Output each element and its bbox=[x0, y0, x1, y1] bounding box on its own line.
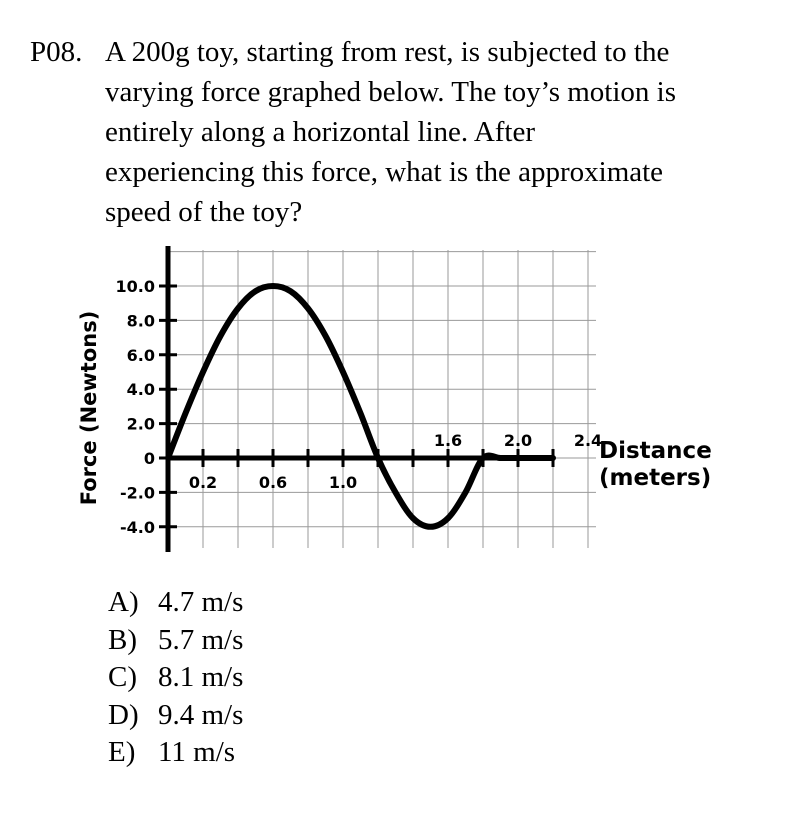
y-tick-label: 4.0 bbox=[127, 380, 155, 399]
x-tick-label: 0.2 bbox=[189, 473, 217, 492]
y-tick-label: 10.0 bbox=[116, 277, 155, 296]
choice-letter: C) bbox=[108, 661, 137, 693]
y-tick-label: 6.0 bbox=[127, 346, 155, 365]
x-tick-label: 2.4 bbox=[574, 431, 602, 450]
choice-letter: E) bbox=[108, 736, 136, 768]
y-tick-label: -2.0 bbox=[120, 483, 155, 502]
problem-number: P08. bbox=[30, 36, 83, 68]
answer-choices: A) 4.7 m/s B) 5.7 m/s C) 8.1 m/s D) 9.4 m/s … bbox=[108, 584, 243, 772]
x-tick-label: 1.0 bbox=[329, 473, 357, 492]
problem-line: varying force graphed below. The toy’s m… bbox=[105, 76, 677, 108]
choice-letter: D) bbox=[108, 698, 139, 731]
y-axis-label: Force (Newtons) bbox=[77, 311, 101, 506]
x-tick-label: 1.6 bbox=[434, 431, 462, 450]
answer-choice-d[interactable]: D) 9.4 m/s bbox=[108, 697, 243, 735]
problem-line: entirely along a horizontal line. After bbox=[105, 116, 536, 148]
x-axis-label-line: Distance bbox=[599, 438, 712, 464]
problem-line: A 200g toy, starting from rest, is subje… bbox=[105, 36, 670, 68]
answer-choice-b[interactable]: B) 5.7 m/s bbox=[108, 622, 243, 660]
answer-choice-a[interactable]: A) 4.7 m/s bbox=[108, 584, 243, 622]
x-axis-label-line: (meters) bbox=[599, 465, 711, 491]
problem-line: speed of the toy? bbox=[105, 196, 303, 228]
choice-text: 8.1 m/s bbox=[158, 661, 244, 693]
x-tick-label: 2.0 bbox=[504, 431, 532, 450]
y-tick-label: 2.0 bbox=[127, 415, 155, 434]
force-curve bbox=[165, 283, 556, 530]
x-tick-label: 0.6 bbox=[259, 473, 287, 492]
answer-choice-c[interactable]: C) 8.1 m/s bbox=[108, 659, 243, 697]
choice-text: 9.4 m/s bbox=[158, 698, 244, 731]
choice-letter: B) bbox=[108, 623, 137, 656]
choice-letter: A) bbox=[108, 586, 139, 618]
answer-choice-e[interactable]: E) 11 m/s bbox=[108, 734, 243, 772]
y-tick-label: 0 bbox=[144, 449, 155, 468]
choice-text: 11 m/s bbox=[158, 736, 236, 768]
choice-text: 5.7 m/s bbox=[158, 623, 244, 656]
x-axis-label: Distance (meters) bbox=[599, 438, 712, 491]
y-tick-label: -4.0 bbox=[120, 518, 155, 537]
y-tick-label: 8.0 bbox=[127, 311, 155, 330]
problem-text: A 200g toy, starting from rest, is subje… bbox=[105, 32, 785, 232]
problem-line: experiencing this force, what is the app… bbox=[105, 156, 664, 188]
choice-text: 4.7 m/s bbox=[158, 586, 244, 618]
